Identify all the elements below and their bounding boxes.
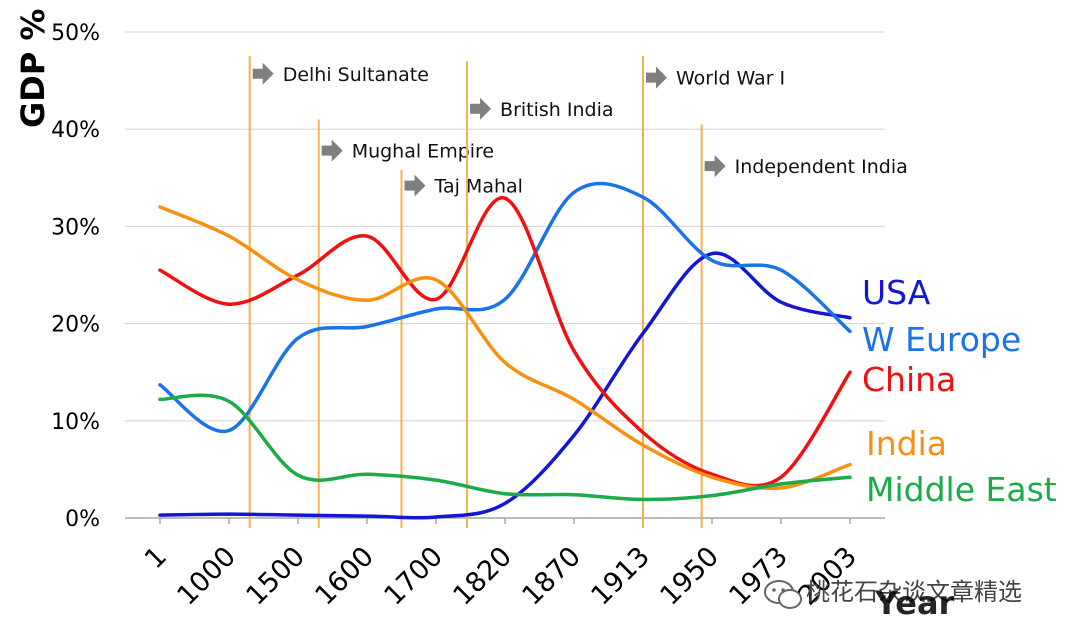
y-tick-label: 0% bbox=[65, 507, 100, 532]
legend-label-w-europe: W Europe bbox=[862, 320, 1021, 359]
y-axis-tick-labels: 0% 10% 20% 30% 40% 50% bbox=[51, 21, 100, 532]
event-label: World War I bbox=[676, 68, 785, 90]
series-line-w-europe bbox=[158, 181, 852, 434]
series-line-usa bbox=[158, 251, 852, 520]
legend-label-middle-east: Middle East bbox=[866, 470, 1057, 509]
historical-events: Delhi Sultanate Mughal Empire Taj Mahal Bri… bbox=[248, 56, 908, 528]
legend-label-china: China bbox=[862, 360, 956, 399]
x-tick-label: 1950 bbox=[654, 541, 725, 612]
x-tick-label: 1913 bbox=[585, 541, 656, 612]
event-label: British India bbox=[500, 99, 613, 121]
x-tick-label: 1600 bbox=[309, 541, 380, 612]
wechat-icon bbox=[764, 580, 802, 609]
x-tick-label: 1820 bbox=[447, 541, 518, 612]
watermark: 桃花石杂谈文章精选 bbox=[764, 578, 1022, 609]
event-label: Taj Mahal bbox=[434, 176, 523, 198]
x-axis bbox=[125, 517, 885, 524]
x-tick-label: 1000 bbox=[171, 541, 242, 612]
legend-label-india: India bbox=[866, 424, 947, 463]
arrow-right-icon bbox=[704, 155, 726, 178]
series-line-china bbox=[158, 196, 852, 488]
x-tick-label: 1500 bbox=[240, 541, 311, 612]
watermark-text: 桃花石杂谈文章精选 bbox=[806, 578, 1022, 606]
x-tick-label: 1 bbox=[139, 541, 173, 575]
series-line-india bbox=[158, 205, 852, 491]
y-axis-title: GDP % bbox=[14, 9, 52, 128]
arrow-right-icon bbox=[321, 139, 343, 162]
event-label: Mughal Empire bbox=[352, 141, 494, 163]
x-tick-label: 1870 bbox=[516, 541, 587, 612]
y-tick-label: 20% bbox=[51, 313, 100, 338]
x-tick-label: 1700 bbox=[378, 541, 449, 612]
event-label: Delhi Sultanate bbox=[283, 64, 429, 86]
horizontal-gridlines bbox=[125, 31, 885, 422]
event-label: Independent India bbox=[735, 156, 908, 178]
arrow-right-icon bbox=[646, 66, 667, 89]
y-tick-label: 10% bbox=[51, 410, 100, 435]
arrow-right-icon bbox=[252, 62, 274, 85]
arrow-right-icon bbox=[470, 97, 492, 120]
series-line-middle-east bbox=[158, 393, 852, 502]
y-tick-label: 30% bbox=[51, 215, 100, 240]
arrow-right-icon bbox=[404, 174, 426, 197]
legend-label-usa: USA bbox=[862, 273, 931, 312]
x-axis-tick-labels: 1100015001600170018201870191319501973200… bbox=[139, 541, 863, 612]
data-series bbox=[158, 181, 852, 520]
y-tick-label: 50% bbox=[51, 21, 100, 46]
x-axis-title: Year bbox=[874, 584, 955, 622]
y-tick-label: 40% bbox=[51, 118, 100, 143]
